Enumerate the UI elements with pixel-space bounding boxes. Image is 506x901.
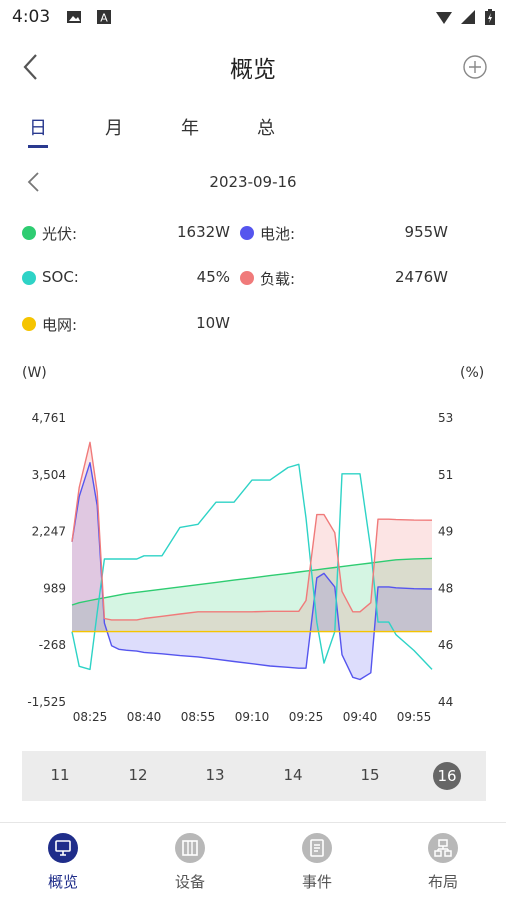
legend-pv: 光伏: 1632W xyxy=(22,222,230,246)
series-line-电池 xyxy=(71,462,433,681)
grid-dot xyxy=(22,317,36,331)
legend-name: 光伏: xyxy=(42,225,78,243)
series-line-负载 xyxy=(71,441,433,621)
series-line-SOC xyxy=(71,463,433,671)
x-tick-label: 08:55 xyxy=(181,710,216,724)
legend-grid: 电网: 10W xyxy=(22,313,230,337)
tab-year[interactable]: 年 xyxy=(181,118,199,139)
day-item[interactable]: 12 xyxy=(128,766,148,784)
y-right-tick-label: 51 xyxy=(438,468,453,482)
y-right-tick-label: 48 xyxy=(438,581,453,595)
legend-value: 1632W xyxy=(176,223,230,241)
x-tick-label: 09:10 xyxy=(235,710,270,724)
wifi-icon xyxy=(436,12,452,24)
device-icon xyxy=(175,833,205,863)
day-item[interactable]: 14 xyxy=(283,766,303,784)
nav-label: 概览 xyxy=(47,873,78,891)
battery-icon xyxy=(485,9,495,25)
x-tick-label: 08:40 xyxy=(127,710,162,724)
tab-day[interactable]: 日 xyxy=(29,118,47,139)
status-time: 4:03 xyxy=(12,7,51,27)
legend-load: 负载: 2476W xyxy=(240,267,448,291)
y-left-tick-label: -268 xyxy=(39,638,66,652)
date-selector: 2023-09-16 xyxy=(0,162,506,202)
tab-indicator xyxy=(28,145,48,148)
period-tabs: 日 月 年 总 xyxy=(0,108,506,152)
nav-overview[interactable]: 概览 xyxy=(23,833,103,892)
legend-value: 10W xyxy=(196,314,230,332)
day-item-selected[interactable]: 16 xyxy=(433,762,461,790)
legend-name: 负载: xyxy=(260,270,296,288)
series-line-光伏 xyxy=(71,557,433,606)
legend-value: 2476W xyxy=(394,268,448,286)
y-right-tick-label: 44 xyxy=(438,695,453,709)
nav-layout[interactable]: 布局 xyxy=(403,833,483,892)
legend-name: 电网: xyxy=(42,316,78,334)
legend-soc: SOC: 45% xyxy=(22,267,230,291)
bottom-nav: 概览 设备 事件 布局 xyxy=(0,822,506,901)
series-area-负载 xyxy=(72,442,432,633)
y-left-tick-label: 2,247 xyxy=(32,525,66,539)
y-left-tick-label: 4,761 xyxy=(32,411,66,425)
day-item[interactable]: 13 xyxy=(205,766,225,784)
battery-dot xyxy=(240,226,254,240)
nav-label: 设备 xyxy=(174,873,205,891)
y-right-tick-label: 46 xyxy=(438,638,453,652)
current-date: 2023-09-16 xyxy=(209,173,297,191)
nav-devices[interactable]: 设备 xyxy=(150,833,230,892)
back-icon[interactable] xyxy=(18,52,44,82)
legend-battery: 电池: 955W xyxy=(240,222,448,246)
series-area-光伏 xyxy=(72,558,432,633)
day-selector: 11 12 13 14 15 16 xyxy=(22,751,486,801)
y-left-tick-label: 989 xyxy=(43,581,66,595)
x-tick-label: 09:25 xyxy=(289,710,324,724)
soc-dot xyxy=(22,271,36,285)
legend-name: 电池: xyxy=(260,225,296,243)
signal-icon xyxy=(461,10,475,24)
legend-name: SOC: xyxy=(42,268,79,286)
y-left-tick-label: 3,504 xyxy=(32,468,66,482)
series-area-电池 xyxy=(72,462,432,680)
legend-value: 45% xyxy=(196,268,230,286)
x-tick-label: 09:40 xyxy=(343,710,378,724)
layout-icon xyxy=(428,833,458,863)
nav-events[interactable]: 事件 xyxy=(277,833,357,892)
x-tick-label: 08:25 xyxy=(73,710,108,724)
tab-total[interactable]: 总 xyxy=(257,118,275,139)
tab-month[interactable]: 月 xyxy=(105,118,123,139)
day-item[interactable]: 15 xyxy=(360,766,380,784)
day-item[interactable]: 11 xyxy=(50,766,70,784)
pv-dot xyxy=(22,226,36,240)
y-right-tick-label: 49 xyxy=(438,525,453,539)
y-right-tick-label: 53 xyxy=(438,411,453,425)
status-bar: 4:03 A xyxy=(0,0,506,36)
power-chart: 4,761 3,504 2,247 989 -268 -1,525 53 51 49 48 46 44… xyxy=(27,411,453,724)
left-axis-unit: (W) xyxy=(22,365,47,381)
legend-value: 955W xyxy=(404,223,448,241)
page-title: 概览 xyxy=(230,57,276,83)
right-axis-unit: (%) xyxy=(460,365,485,381)
event-icon xyxy=(302,833,332,863)
nav-label: 事件 xyxy=(301,873,332,891)
svg-text:A: A xyxy=(100,12,108,25)
load-dot xyxy=(240,271,254,285)
gallery-icon xyxy=(67,11,81,23)
y-left-tick-label: -1,525 xyxy=(27,695,66,709)
previous-date-icon[interactable] xyxy=(24,170,44,194)
nav-label: 布局 xyxy=(427,873,458,891)
x-tick-label: 09:55 xyxy=(397,710,432,724)
monitor-icon xyxy=(48,833,78,863)
add-circle-icon[interactable] xyxy=(462,54,488,80)
app-header: 概览 xyxy=(0,40,506,96)
text-app-icon: A xyxy=(97,10,111,25)
